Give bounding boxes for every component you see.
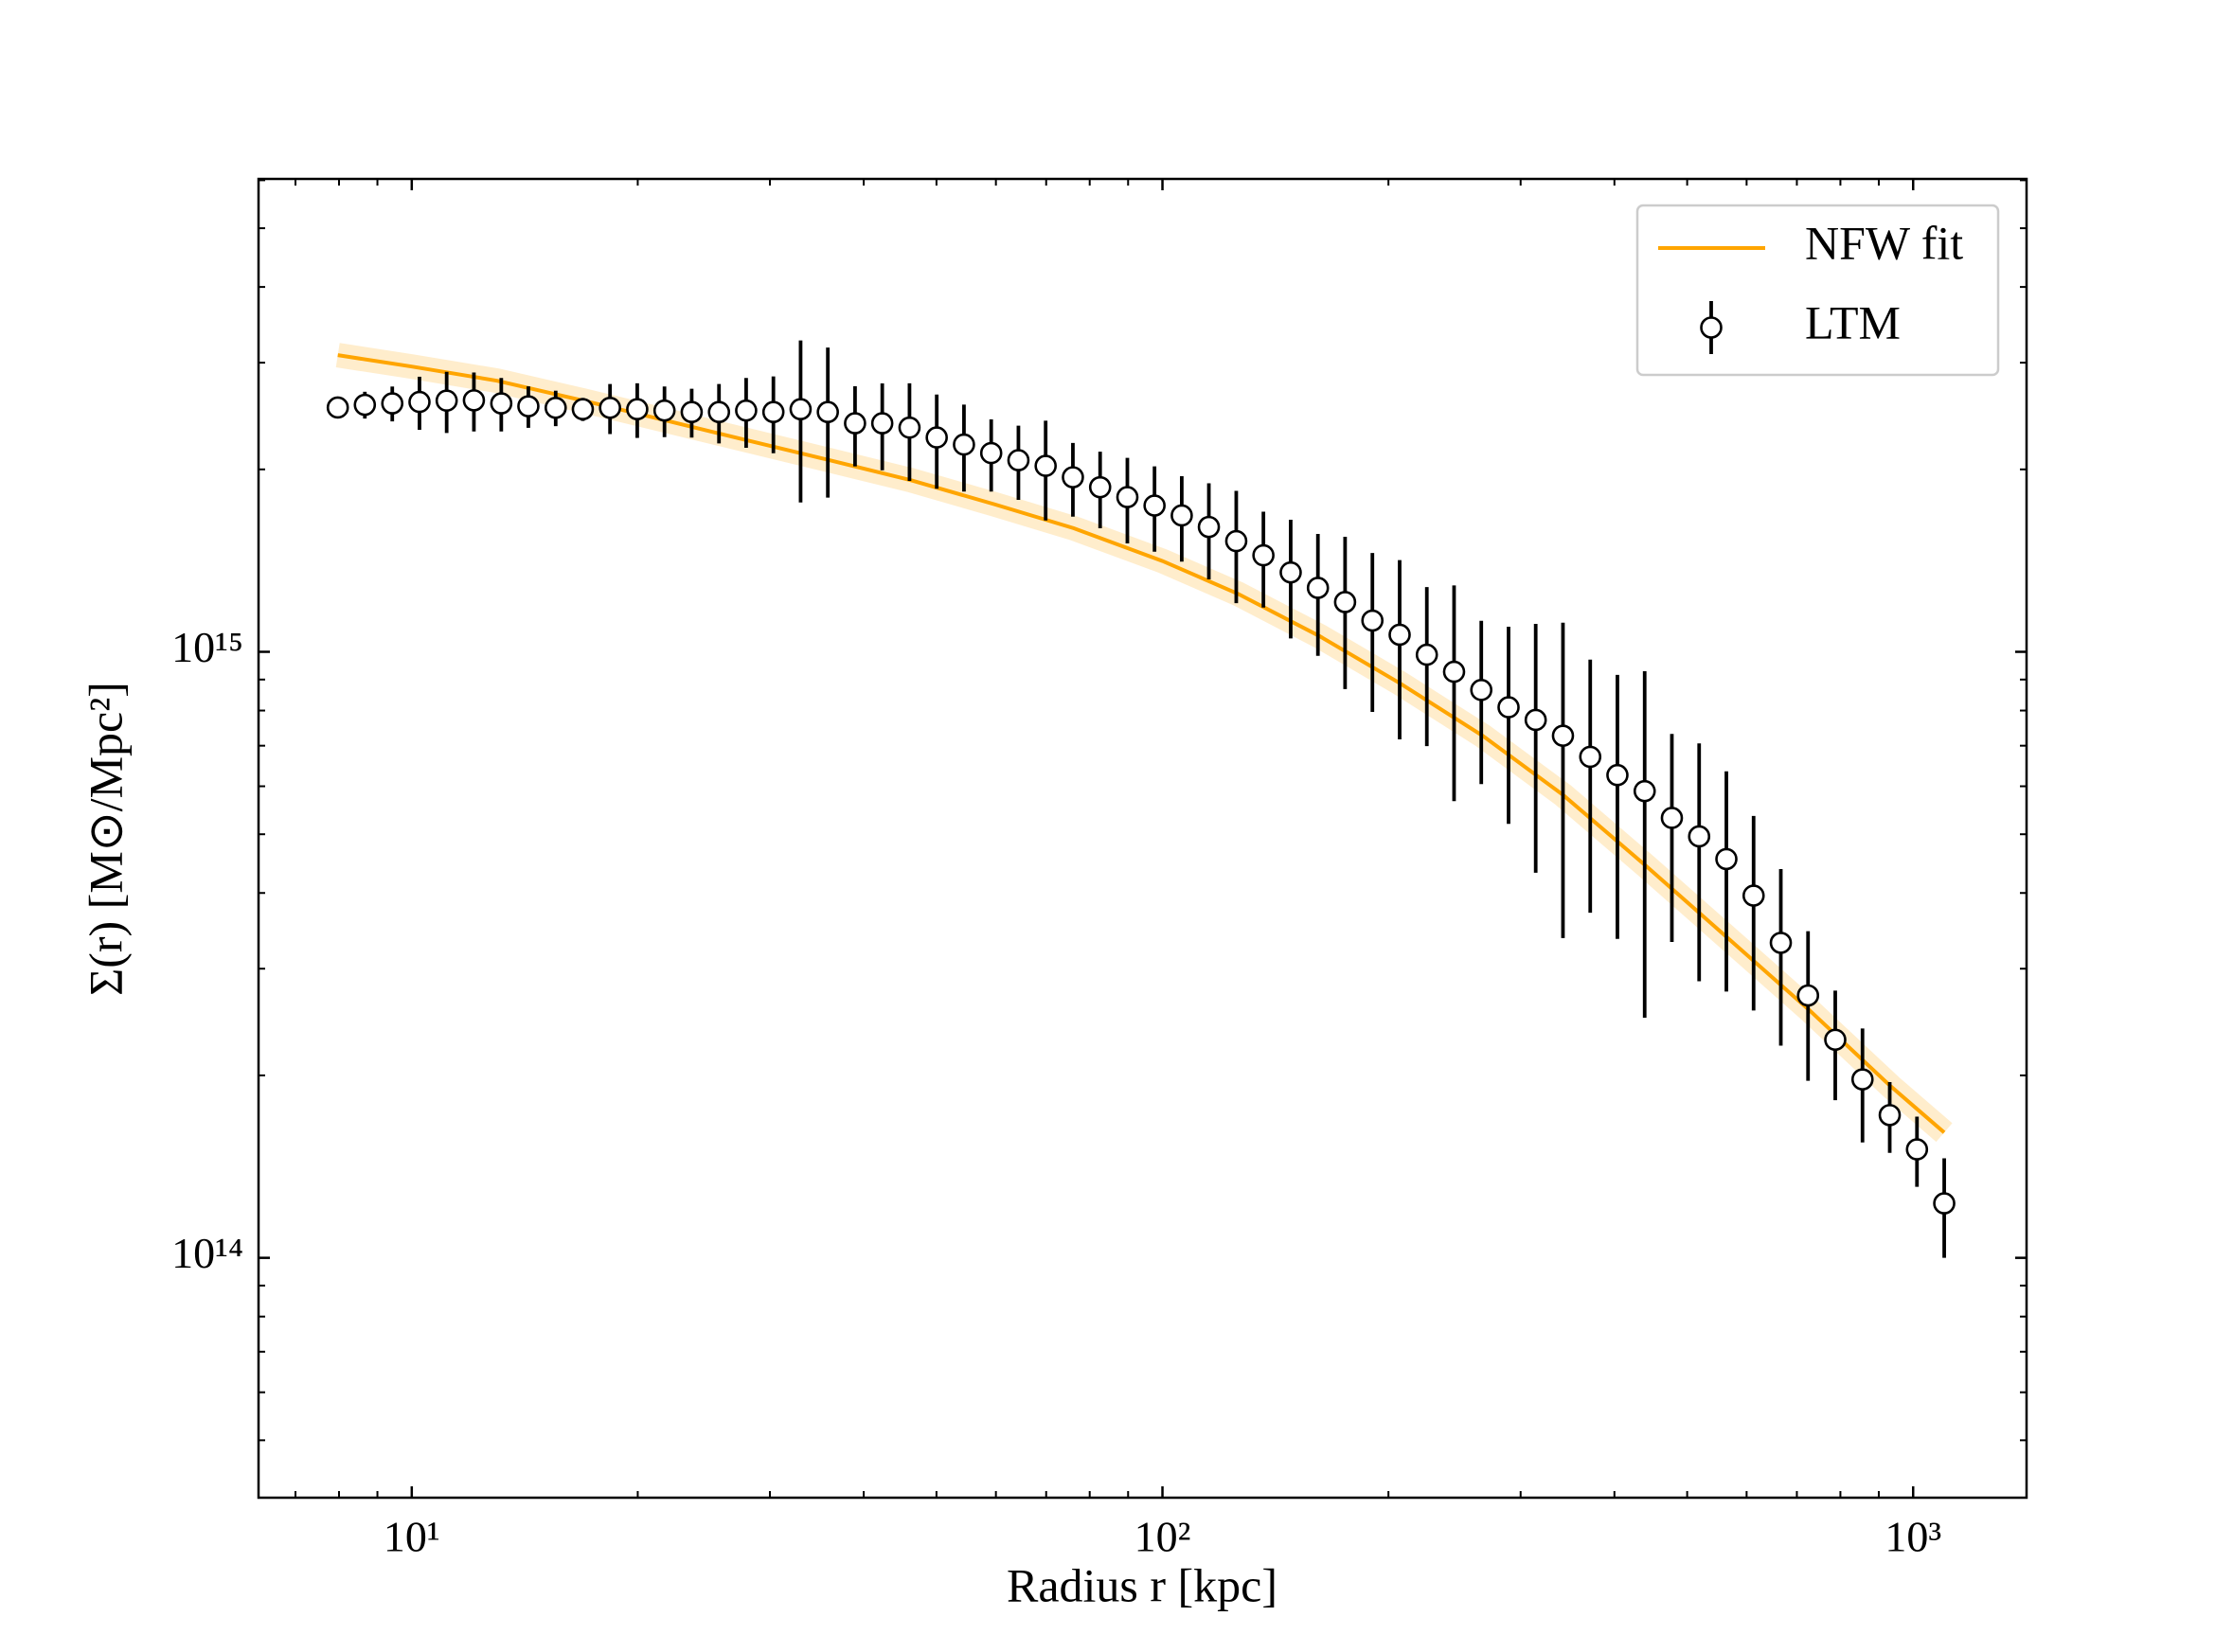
data-point: [1252, 543, 1275, 567]
data-point: [789, 398, 813, 421]
data-point: [1170, 504, 1193, 527]
data-point: [1769, 932, 1793, 954]
data-point: [1470, 679, 1493, 702]
x-tick-label: 10¹: [384, 1513, 440, 1561]
data-point: [381, 392, 404, 415]
data-point: [1742, 884, 1765, 907]
data-point: [735, 399, 758, 422]
data-point: [544, 396, 567, 419]
y-tick-label: 10¹⁵: [171, 623, 243, 671]
data-point: [571, 398, 595, 421]
y-axis-label: Σ(r) [M⊙/Mpc²]: [79, 682, 132, 996]
data-point: [1606, 763, 1629, 787]
data-point: [844, 412, 866, 435]
legend-marker: [1700, 316, 1723, 339]
data-point: [870, 412, 894, 435]
data-point: [1279, 560, 1302, 584]
data-point: [598, 396, 621, 419]
data-point: [1116, 486, 1139, 508]
data-point: [517, 395, 540, 417]
x-axis-label: Radius r [kpc]: [1007, 1558, 1277, 1611]
data-point: [1933, 1192, 1956, 1215]
data-point: [979, 441, 1003, 465]
data-point: [707, 400, 731, 424]
data-point: [1143, 494, 1166, 517]
data-point: [1442, 660, 1466, 684]
data-point: [353, 393, 377, 417]
data-point: [1497, 696, 1520, 719]
data-point: [898, 416, 921, 439]
data-point: [652, 399, 676, 422]
data-point: [1824, 1028, 1847, 1052]
data-point: [626, 398, 649, 421]
data-point: [1333, 591, 1357, 613]
data-point: [816, 400, 839, 424]
data-point: [462, 389, 486, 412]
x-tick-label: 10²: [1134, 1513, 1191, 1561]
legend-label: LTM: [1805, 295, 1901, 348]
data-point: [1062, 466, 1084, 488]
data-point: [1660, 807, 1684, 829]
data-point: [1088, 475, 1112, 499]
data-point: [680, 400, 704, 424]
data-point: [1007, 449, 1030, 471]
data-point: [761, 400, 785, 424]
data-point: [1850, 1068, 1874, 1091]
data-point: [1306, 577, 1330, 599]
plot-frame: [257, 177, 2028, 1500]
data-point: [1688, 825, 1711, 848]
data-point: [1715, 847, 1738, 871]
data-point: [1579, 745, 1602, 769]
data-point: [1224, 529, 1248, 553]
data-point: [1388, 623, 1411, 647]
data-point: [1551, 724, 1575, 747]
data-point: [408, 390, 431, 414]
data-point: [490, 392, 513, 415]
data-point: [953, 433, 975, 456]
data-point: [326, 396, 349, 419]
data-point: [1796, 984, 1820, 1007]
data-point: [1878, 1104, 1902, 1127]
data-point: [1633, 779, 1656, 803]
y-tick-label: 10¹⁴: [171, 1229, 243, 1277]
x-tick-label: 10³: [1885, 1513, 1941, 1561]
legend-label: NFW fit: [1805, 216, 1963, 269]
data-point: [1034, 454, 1057, 477]
data-point: [1197, 515, 1221, 539]
data-point: [1524, 708, 1547, 732]
data-point: [1415, 643, 1438, 666]
data-point: [435, 389, 458, 412]
data-point: [925, 426, 948, 449]
data-point: [1905, 1138, 1929, 1161]
data-point: [1361, 609, 1384, 632]
